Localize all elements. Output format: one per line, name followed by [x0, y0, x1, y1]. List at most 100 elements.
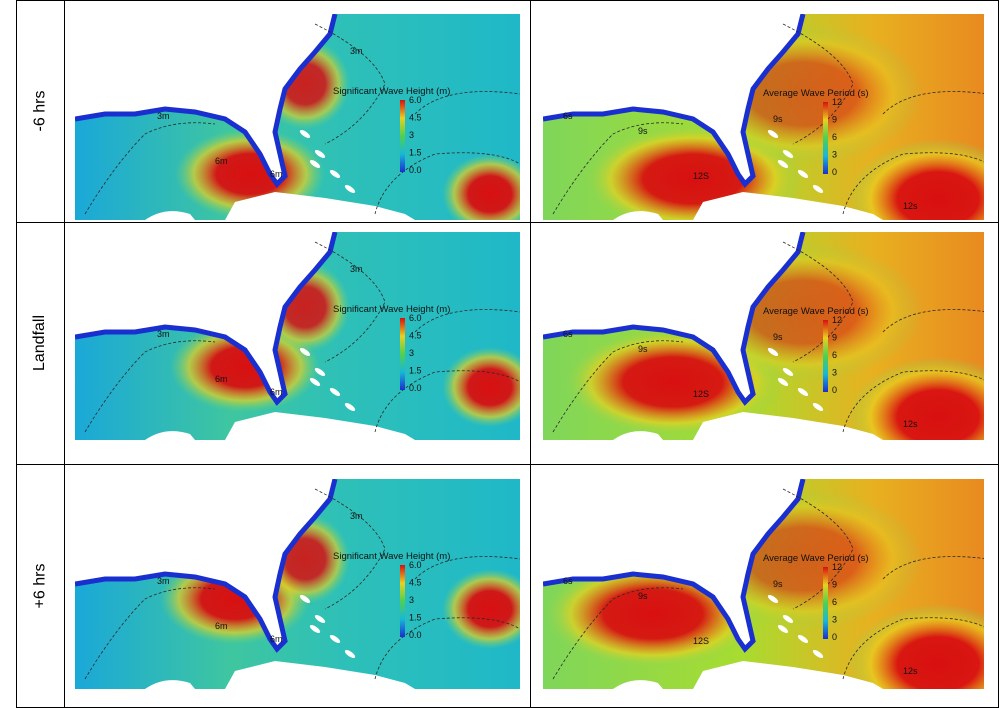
grid-line	[16, 0, 999, 1]
contour-label: 12S	[693, 636, 709, 646]
wave-period-map-landfall: 6s 9s 9s 12S 12s Average Wave Period (s) 12 9 6 3…	[543, 232, 984, 440]
grid-line	[64, 0, 65, 708]
row-label-text: -6 hrs	[31, 90, 48, 132]
contour-label: 12S	[693, 389, 709, 399]
contour-line	[782, 241, 854, 363]
bahamas-island	[782, 149, 794, 159]
row-label-text: +6 hrs	[30, 563, 48, 609]
colorbar-tick: 6	[832, 132, 837, 142]
colorbar-tick: 6	[832, 350, 837, 360]
coastline	[75, 14, 338, 188]
bahamas-island	[314, 367, 326, 377]
cuba-island	[693, 412, 883, 440]
mainland	[543, 479, 803, 649]
contour-line	[414, 556, 520, 580]
contour-label: 12s	[903, 419, 918, 429]
cuba-island	[225, 192, 415, 220]
contour-label: 3m	[157, 576, 170, 586]
yucatan-land	[145, 431, 195, 440]
contour-line	[782, 23, 854, 145]
contour-label: 6m	[270, 387, 283, 397]
colorbar-tick: 3	[409, 130, 414, 140]
bahamas-island	[767, 347, 779, 357]
distant-storm-field	[442, 154, 520, 220]
cuba-island	[693, 192, 883, 220]
bahamas-island	[299, 129, 311, 139]
wave-period-map-minus6: 6s 9s 9s 12S 12s Average Wave Period (s) 12 9 6 3…	[543, 14, 984, 220]
grid-line	[530, 0, 531, 708]
contour-line	[414, 309, 520, 333]
bahamas-island	[812, 184, 824, 194]
bahamas-island	[329, 387, 341, 397]
distant-storm-field	[848, 604, 984, 689]
contour-label: 6s	[563, 576, 573, 586]
distant-storm-field	[442, 569, 520, 649]
contour-line	[882, 91, 984, 115]
bahamas-island	[777, 624, 789, 634]
contour-line	[552, 122, 684, 215]
contour-line	[552, 587, 684, 680]
bahamas-island	[329, 169, 341, 179]
bahamas-island	[797, 387, 809, 397]
yucatan-land	[613, 431, 663, 440]
contour-label: 6m	[270, 169, 283, 179]
contour-line	[882, 556, 984, 580]
colorbar	[400, 565, 405, 637]
coastline	[543, 232, 806, 406]
contour-line	[374, 617, 520, 680]
colorbar	[400, 318, 405, 390]
bahamas-island	[299, 594, 311, 604]
colorbar-tick: 6	[832, 597, 837, 607]
colorbar-tick: 3	[832, 368, 837, 378]
colorbar	[823, 102, 828, 174]
contour-label: 6m	[215, 374, 228, 384]
bahamas-island	[344, 184, 356, 194]
mainland	[75, 14, 335, 184]
contour-label: 9s	[638, 126, 648, 136]
map-canvas: 6s 9s 9s 12S 12s Average Wave Period (s)12 9 6 3…	[543, 479, 984, 689]
bahamas-island	[314, 614, 326, 624]
colorbar-tick: 4.5	[409, 578, 422, 588]
contour-label: 3m	[350, 511, 363, 521]
colorbar-tick: 0	[832, 632, 837, 642]
colorbar-tick: 3	[832, 150, 837, 160]
contour-line	[84, 340, 216, 433]
colorbar	[400, 100, 405, 172]
colorbar-tick: 1.5	[409, 148, 422, 158]
colorbar-tick: 9	[832, 580, 837, 590]
contour-label: 3m	[157, 111, 170, 121]
bahamas-island	[797, 169, 809, 179]
map-canvas: 6s 9s 9s 12S 12s Average Wave Period (s)12 9 6 3…	[543, 232, 984, 440]
contour-line	[882, 309, 984, 333]
mainland	[75, 479, 335, 649]
mainland	[543, 14, 803, 184]
colorbar	[823, 567, 828, 639]
bahamas-island	[309, 624, 321, 634]
bahamas-island	[777, 159, 789, 169]
colorbar-tick: 12	[832, 562, 842, 572]
bahamas-island	[782, 614, 794, 624]
contour-line	[782, 488, 854, 610]
bahamas-island	[344, 402, 356, 412]
bahamas-island	[782, 367, 794, 377]
colorbar-title: Significant Wave Height (m)	[333, 304, 450, 315]
contour-label: 9s	[773, 332, 783, 342]
contour-label: 9s	[773, 579, 783, 589]
colorbar-tick: 3	[409, 595, 414, 605]
colorbar-tick: 0.0	[409, 630, 422, 640]
contour-line	[552, 340, 684, 433]
bahamas-island	[344, 649, 356, 659]
contour-label: 12S	[693, 171, 709, 181]
bahamas-island	[812, 402, 824, 412]
cuba-island	[693, 661, 883, 689]
contour-label: 6s	[563, 329, 573, 339]
map-canvas: 3m 3m 6m 6m Significant Wave Height (m)6.0 4.…	[75, 479, 520, 689]
yucatan-land	[145, 211, 195, 220]
yucatan-land	[613, 211, 663, 220]
contour-label: 6m	[270, 634, 283, 644]
bahamas-island	[812, 649, 824, 659]
map-canvas: 3m 3m 6m 6m Significant Wave Height (m)6.0 4.…	[75, 232, 520, 440]
colorbar-tick: 6.0	[409, 95, 422, 105]
map-canvas: 6s 9s 9s 12S 12s Average Wave Period (s)12 9 6 3…	[543, 14, 984, 220]
contour-line	[84, 122, 216, 215]
